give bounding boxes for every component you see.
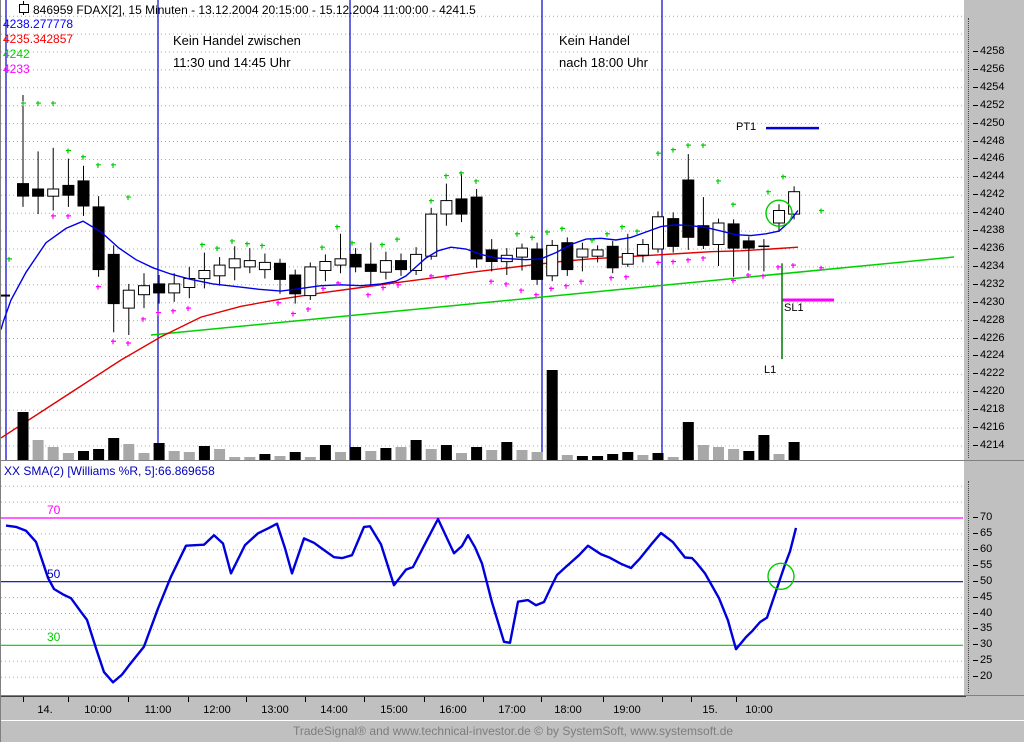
price-tick-label: 4248 — [973, 135, 1004, 148]
value-tick-label: 60 — [973, 543, 992, 556]
time-tick-label: 13:00 — [261, 704, 289, 716]
value-tick-label: 40 — [973, 607, 992, 620]
price-tick-label: 4224 — [973, 349, 1004, 362]
no-trade-annotation-2: Kein Handel nach 18:00 Uhr — [559, 30, 648, 74]
indicator-level-label: 50 — [47, 566, 61, 581]
value-tick-label: 65 — [973, 527, 992, 540]
price-tick-label: 4242 — [973, 188, 1004, 201]
price-tick-label: 4258 — [973, 45, 1004, 58]
price-tick-label: 4232 — [973, 278, 1004, 291]
time-tick — [364, 697, 365, 702]
price-axis[interactable]: 4258 4256 4254 4252 4250 4248 4246 4244 4242 4240… — [964, 0, 1024, 460]
time-tick — [541, 697, 542, 702]
price-tick-label: 4240 — [973, 206, 1004, 219]
price-tick-label: 4220 — [973, 385, 1004, 398]
time-tick-label: 10:00 — [745, 704, 773, 716]
price-tick-label: 4252 — [973, 99, 1004, 112]
price-tick-label: 4246 — [973, 152, 1004, 165]
price-tick-label: 4244 — [973, 170, 1004, 183]
annotation-line: nach 18:00 Uhr — [559, 55, 648, 70]
time-tick — [23, 697, 24, 702]
time-tick-label: 15. — [702, 704, 718, 716]
indicator-level-label: 70 — [47, 503, 61, 517]
time-tick-label: 11:00 — [144, 704, 172, 716]
time-tick-label: 17:00 — [498, 704, 526, 716]
value-tick-label: 45 — [973, 591, 992, 604]
time-tick — [662, 697, 663, 702]
no-trade-annotation-1: Kein Handel zwischen 11:30 und 14:45 Uhr — [173, 30, 301, 74]
price-tick-label: 4228 — [973, 314, 1004, 327]
time-tick-label: 10:00 — [84, 704, 112, 716]
price-tick-label: 4222 — [973, 367, 1004, 380]
time-tick — [246, 697, 247, 702]
value-tick-label: 55 — [973, 559, 992, 572]
price-tick-label: 4256 — [973, 63, 1004, 76]
panel-splitter-bottom[interactable] — [1, 695, 1024, 696]
price-tick-label: 4214 — [973, 439, 1004, 452]
value-axis-tickline — [968, 481, 969, 693]
value-axis[interactable]: 70 65 60 55 50 45 40 35 30 25 20 — [964, 461, 1024, 695]
value-tick-label: 70 — [973, 511, 992, 524]
indicator-value-readout: 4235.342857 — [3, 32, 74, 46]
annotation-line: 11:30 und 14:45 Uhr — [173, 55, 291, 70]
annotation-line: Kein Handel zwischen — [173, 33, 301, 48]
time-tick — [483, 697, 484, 702]
indicator-value-readout: 4238.277778 — [3, 17, 74, 31]
price-tick-label: 4250 — [973, 117, 1004, 130]
price-tick-label: 4230 — [973, 296, 1004, 309]
time-tick — [188, 697, 189, 702]
indicator-chart-panel[interactable] — [1, 461, 964, 695]
price-tick-label: 4226 — [973, 332, 1004, 345]
price-tick-label: 4218 — [973, 403, 1004, 416]
time-axis[interactable]: 14. 10:00 11:00 12:00 13:00 14:00 15:00 16:00 17… — [1, 696, 966, 720]
profit-target-label[interactable]: PT1 — [736, 121, 757, 133]
time-tick — [68, 697, 69, 702]
candlestick-chart[interactable] — [1, 0, 964, 460]
time-tick-label: 19:00 — [613, 704, 641, 716]
main-chart-panel[interactable] — [1, 0, 964, 460]
williams-r-chart[interactable] — [1, 461, 964, 695]
time-tick — [603, 697, 604, 702]
chart-window-icon[interactable] — [18, 1, 30, 15]
chart-title: 846959 FDAX[2], 15 Minuten - 13.12.2004 … — [33, 3, 476, 17]
time-tick-label: 12:00 — [203, 704, 231, 716]
time-tick-label: 15:00 — [380, 704, 408, 716]
time-tick-label: 14:00 — [320, 704, 348, 716]
value-tick-label: 25 — [973, 654, 992, 667]
time-tick — [128, 697, 129, 702]
annotation-line: Kein Handel — [559, 33, 630, 48]
indicator-level-label: 30 — [47, 630, 61, 645]
time-tick — [424, 697, 425, 702]
indicator-value-readout: 4242 — [3, 47, 30, 61]
value-tick-label: 30 — [973, 638, 992, 651]
indicator-value-readout: 4233 — [3, 62, 30, 76]
stop-loss-label[interactable]: SL1 — [784, 302, 804, 314]
price-tick-label: 4234 — [973, 260, 1004, 273]
value-tick-label: 20 — [973, 670, 992, 683]
long-entry-label[interactable]: L1 — [764, 364, 777, 376]
axis-corner — [966, 696, 1024, 720]
status-text: TradeSignal® and www.technical-investor.… — [292, 724, 734, 738]
price-axis-tickline — [968, 18, 969, 458]
price-tick-label: 4238 — [973, 224, 1004, 237]
price-tick-label: 4254 — [973, 81, 1004, 94]
time-tick-label: 14. — [37, 704, 53, 716]
status-bar: TradeSignal® and www.technical-investor.… — [1, 720, 1024, 742]
value-tick-label: 50 — [973, 575, 992, 588]
indicator-title: XX SMA(2) [Williams %R, 5]:66.869658 — [4, 464, 215, 478]
time-tick — [736, 697, 737, 702]
time-tick — [691, 697, 692, 702]
time-tick-label: 18:00 — [554, 704, 582, 716]
panel-splitter[interactable] — [1, 460, 1024, 461]
value-tick-label: 35 — [973, 622, 992, 635]
price-tick-label: 4216 — [973, 421, 1004, 434]
price-tick-label: 4236 — [973, 242, 1004, 255]
time-tick — [305, 697, 306, 702]
time-tick-label: 16:00 — [439, 704, 467, 716]
